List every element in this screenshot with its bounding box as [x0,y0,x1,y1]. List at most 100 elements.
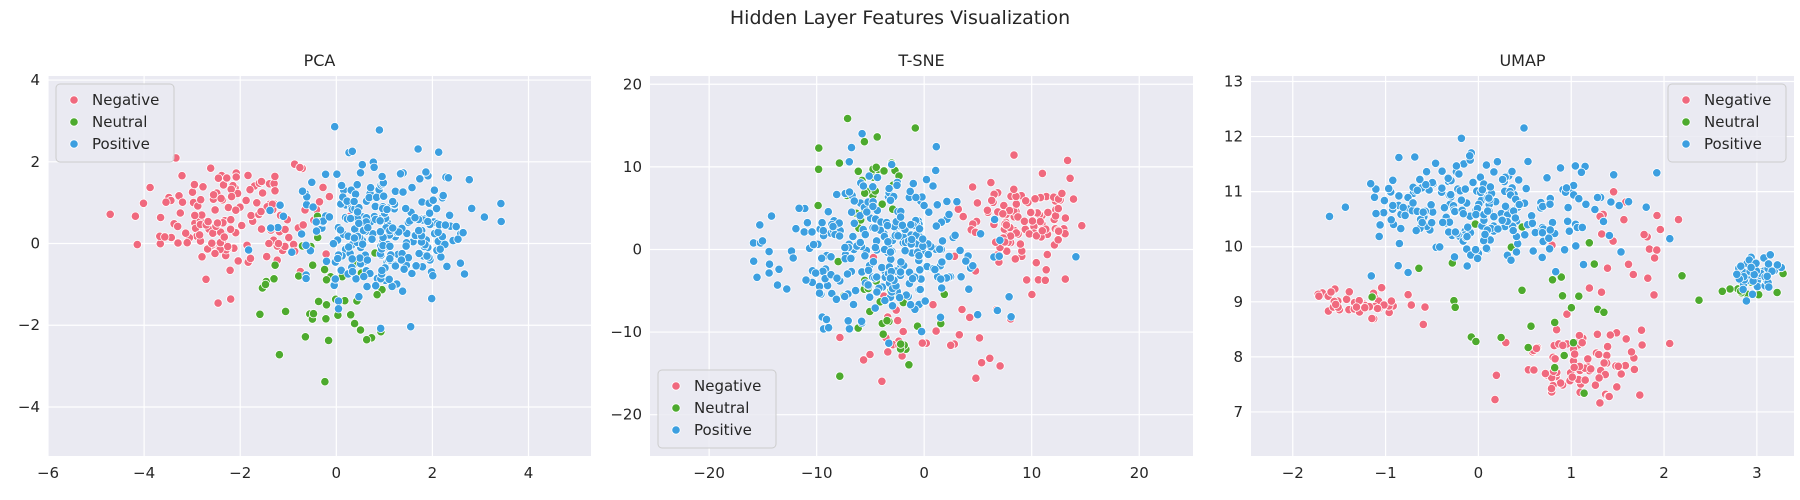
point-negative [958,212,968,222]
point-negative [1604,391,1614,402]
point-negative [1420,302,1430,312]
point-negative [1077,221,1087,231]
point-negative [1621,334,1631,344]
point-positive [379,191,389,201]
point-positive [821,314,832,324]
point-negative [1013,212,1023,222]
point-positive [883,237,893,247]
point-negative [954,330,964,340]
point-neutral [260,279,271,289]
point-negative [835,332,845,343]
point-negative [160,232,170,242]
point-positive [1527,218,1538,228]
point-positive [942,196,952,206]
point-positive [349,233,359,243]
point-neutral [1550,363,1560,373]
subplot-t-sne: −20 −10 0 10 20 −20 −10 0 10 20 T-SNE Negative Neutr… [610,51,1193,482]
point-negative [1022,275,1032,285]
point-positive [823,323,834,333]
point-positive [923,249,933,260]
point-positive [1500,201,1511,211]
point-negative [1063,155,1073,165]
point-negative [1609,187,1619,197]
point-positive [801,275,811,285]
point-neutral [910,123,920,133]
point-positive [384,274,394,284]
point-positive [924,207,934,217]
point-positive [840,291,850,302]
point-positive [330,274,340,284]
point-positive [355,253,365,263]
point-positive [885,273,896,283]
point-negative [1583,354,1593,364]
point-negative [1628,269,1638,280]
point-negative [1613,361,1623,371]
point-positive [1388,201,1398,211]
point-negative [917,338,927,348]
point-positive [1465,151,1475,161]
point-neutral [1589,259,1599,269]
point-negative [1599,358,1609,368]
point-negative [1331,299,1341,309]
point-negative [1054,226,1064,236]
subplot-title: UMAP [1499,51,1545,70]
point-positive [1462,261,1472,271]
point-positive [1388,175,1398,185]
point-negative [207,238,217,248]
point-positive [451,222,461,232]
x-tick-label: 2 [428,464,438,482]
point-positive [832,273,842,283]
point-neutral [270,260,280,270]
point-positive [1736,261,1746,271]
point-neutral [878,329,888,339]
point-positive [1446,190,1456,200]
point-positive [1410,152,1420,162]
legend-label-neutral: Neutral [694,399,749,417]
point-positive [1431,158,1441,168]
point-neutral [1556,272,1566,282]
point-positive [1747,289,1758,299]
point-positive [479,212,489,222]
point-positive [782,284,792,294]
point-positive [422,251,432,261]
point-negative [1597,229,1607,239]
point-positive [995,235,1005,245]
point-positive [906,220,916,230]
y-tick-label: 7 [1233,403,1243,421]
point-negative [256,224,267,234]
point-negative [105,209,115,219]
point-negative [971,373,981,383]
point-positive [401,241,411,251]
point-positive [1412,185,1422,195]
point-positive [884,338,894,348]
point-positive [458,228,468,238]
point-negative [1602,263,1613,273]
point-positive [975,229,986,239]
point-positive [772,280,783,290]
point-positive [1563,203,1573,213]
point-negative [1652,210,1662,221]
point-positive [435,244,445,254]
point-positive [1396,224,1406,234]
point-positive [860,251,870,261]
legend-marker-positive [69,139,79,149]
point-positive [915,284,925,295]
point-positive [1463,222,1473,232]
point-positive [1545,244,1555,254]
point-neutral [255,309,265,319]
y-tick-label: 11 [1224,183,1243,201]
point-neutral [355,325,366,335]
point-positive [1561,183,1572,193]
point-positive [1418,207,1428,217]
point-negative [138,198,149,208]
point-positive [357,239,368,249]
point-negative [1027,289,1037,300]
point-positive [1422,167,1432,177]
point-negative [1015,239,1026,249]
point-negative [1068,194,1079,204]
point-negative [227,192,237,202]
point-positive [359,271,369,282]
legend-marker-positive [671,425,681,435]
point-positive [324,212,334,222]
point-negative [1060,213,1071,223]
